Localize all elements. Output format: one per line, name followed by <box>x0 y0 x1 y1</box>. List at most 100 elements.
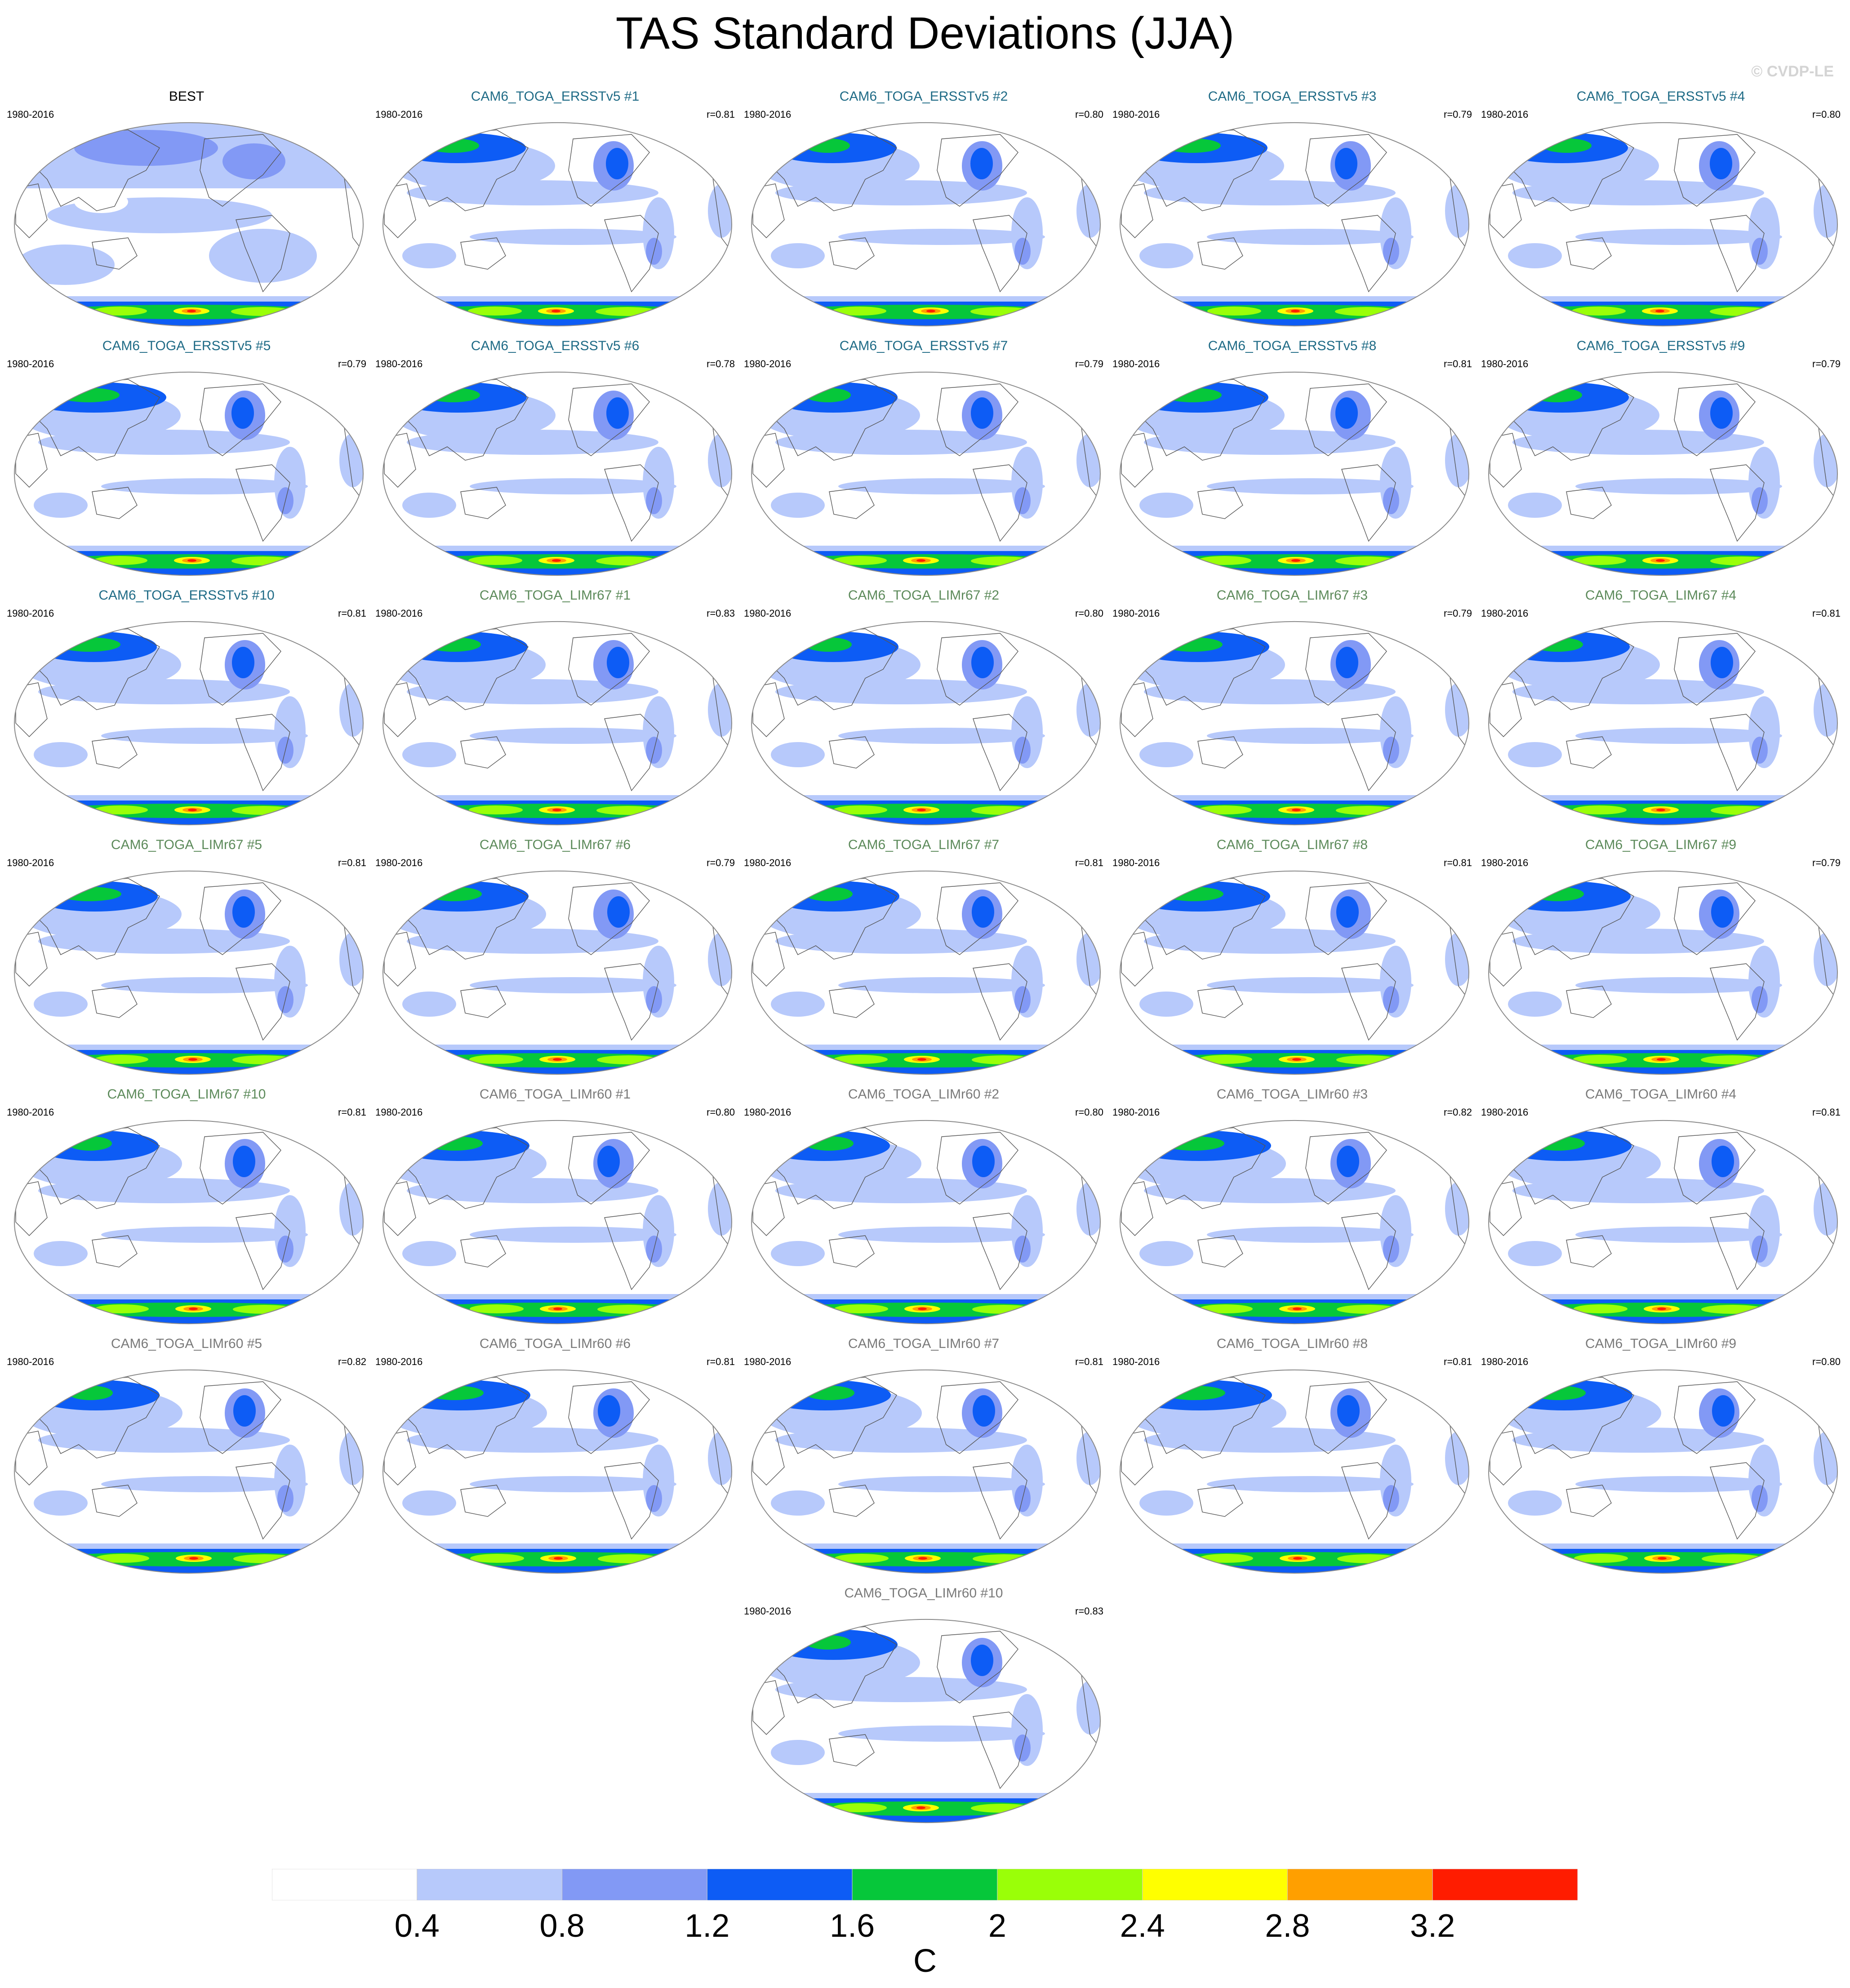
panel-title: CAM6_TOGA_LIMr67 #7 <box>848 837 1000 852</box>
tas-std-field <box>752 1619 1100 1823</box>
colorbar-tick-labels: 0.4 0.8 1.2 1.6 2 2.4 2.8 3.2 <box>0 1906 1850 1946</box>
panel-title: CAM6_TOGA_ERSSTv5 #9 <box>1576 338 1745 353</box>
tas-std-field <box>14 123 363 326</box>
panel-period: 1980-2016 <box>7 857 54 868</box>
panel-period: 1980-2016 <box>1112 1107 1160 1118</box>
panel-title: CAM6_TOGA_LIMr67 #8 <box>1216 837 1368 852</box>
map-panel: CAM6_TOGA_LIMr67 #2 1980-2016 r=0.80 <box>744 587 1103 829</box>
robinson-world-map <box>1488 621 1838 825</box>
panel-pattern-correlation: r=0.80 <box>1075 109 1103 120</box>
map-panel: CAM6_TOGA_LIMr60 #7 1980-2016 r=0.81 <box>744 1335 1103 1578</box>
robinson-world-map <box>751 122 1101 326</box>
tas-std-field <box>1489 871 1837 1074</box>
map-panel: CAM6_TOGA_ERSSTv5 #7 1980-2016 r=0.79 <box>744 337 1103 580</box>
panel-title: CAM6_TOGA_LIMr67 #3 <box>1216 588 1368 603</box>
colorbar-swatch <box>1432 1869 1578 1900</box>
panel-period: 1980-2016 <box>1112 358 1160 369</box>
map-panel: CAM6_TOGA_ERSSTv5 #5 1980-2016 r=0.79 <box>7 337 366 580</box>
panel-period: 1980-2016 <box>375 1107 423 1118</box>
tas-std-field <box>752 1370 1100 1573</box>
map-panel: CAM6_TOGA_LIMr60 #9 1980-2016 r=0.80 <box>1481 1335 1841 1578</box>
robinson-world-map <box>382 871 733 1075</box>
panel-period: 1980-2016 <box>744 358 792 369</box>
panel-pattern-correlation: r=0.81 <box>1075 1356 1103 1367</box>
panel-period: 1980-2016 <box>744 1356 792 1367</box>
robinson-world-map <box>1119 122 1470 326</box>
panel-pattern-correlation: r=0.79 <box>338 358 366 369</box>
robinson-world-map <box>1119 621 1470 825</box>
panel-title: CAM6_TOGA_ERSSTv5 #3 <box>1208 89 1377 104</box>
panel-pattern-correlation: r=0.79 <box>1812 358 1841 369</box>
panel-pattern-correlation: r=0.80 <box>1075 608 1103 619</box>
robinson-world-map <box>13 1370 364 1574</box>
panel-pattern-correlation: r=0.80 <box>1075 1107 1103 1118</box>
tas-std-field <box>383 622 732 825</box>
tas-std-field <box>752 871 1100 1074</box>
panel-period: 1980-2016 <box>1112 1356 1160 1367</box>
panel-title: CAM6_TOGA_LIMr67 #4 <box>1585 588 1737 603</box>
panel-period: 1980-2016 <box>1112 109 1160 120</box>
robinson-world-map <box>1488 871 1838 1075</box>
panel-title: CAM6_TOGA_ERSSTv5 #1 <box>471 89 640 104</box>
panel-pattern-correlation: r=0.81 <box>1444 358 1472 369</box>
panel-period: 1980-2016 <box>744 857 792 868</box>
tas-std-field <box>383 1121 732 1324</box>
map-panel: CAM6_TOGA_LIMr67 #10 1980-2016 r=0.81 <box>7 1085 366 1328</box>
panel-period: 1980-2016 <box>1481 109 1529 120</box>
colorbar-swatch <box>707 1869 853 1900</box>
robinson-world-map <box>1488 1370 1838 1574</box>
panel-title: CAM6_TOGA_LIMr67 #2 <box>848 588 1000 603</box>
colorbar-swatch <box>562 1869 707 1900</box>
map-panel: CAM6_TOGA_LIMr60 #2 1980-2016 r=0.80 <box>744 1085 1103 1328</box>
tas-std-field <box>1489 1121 1837 1324</box>
tas-std-field <box>383 123 732 326</box>
robinson-world-map <box>1119 871 1470 1075</box>
map-panel: CAM6_TOGA_LIMr60 #4 1980-2016 r=0.81 <box>1481 1085 1841 1328</box>
robinson-world-map <box>13 372 364 576</box>
panel-pattern-correlation: r=0.80 <box>1812 1356 1841 1367</box>
colorbar-tick-label: 1.6 <box>830 1908 875 1944</box>
tas-std-field <box>383 871 732 1074</box>
panel-pattern-correlation: r=0.81 <box>1812 1107 1841 1118</box>
panel-title: CAM6_TOGA_ERSSTv5 #5 <box>102 338 271 353</box>
panel-title: CAM6_TOGA_LIMr60 #8 <box>1216 1336 1368 1351</box>
panel-period: 1980-2016 <box>1481 608 1529 619</box>
colorbar-swatch <box>852 1869 998 1900</box>
panel-title: CAM6_TOGA_LIMr60 #5 <box>111 1336 262 1351</box>
panel-title: CAM6_TOGA_LIMr60 #3 <box>1216 1087 1368 1102</box>
robinson-world-map <box>751 1619 1101 1823</box>
page-title: TAS Standard Deviations (JJA) <box>615 8 1235 58</box>
tas-std-field <box>1489 1370 1837 1573</box>
colorbar-unit-label: C <box>913 1943 937 1979</box>
map-panel: CAM6_TOGA_ERSSTv5 #10 1980-2016 r=0.81 <box>7 587 366 829</box>
panel-period: 1980-2016 <box>7 608 54 619</box>
robinson-world-map <box>13 621 364 825</box>
tas-std-field <box>1489 123 1837 326</box>
panel-title: CAM6_TOGA_LIMr60 #9 <box>1585 1336 1737 1351</box>
map-panel: CAM6_TOGA_ERSSTv5 #1 1980-2016 r=0.81 <box>375 88 735 330</box>
robinson-world-map <box>1488 372 1838 576</box>
panel-title: CAM6_TOGA_ERSSTv5 #2 <box>839 89 1008 104</box>
panel-pattern-correlation: r=0.79 <box>1075 358 1103 369</box>
robinson-world-map <box>382 122 733 326</box>
map-panel: CAM6_TOGA_LIMr60 #1 1980-2016 r=0.80 <box>375 1085 735 1328</box>
panel-period: 1980-2016 <box>1481 1356 1529 1367</box>
robinson-world-map <box>382 372 733 576</box>
panel-title: CAM6_TOGA_ERSSTv5 #4 <box>1576 89 1745 104</box>
panel-pattern-correlation: r=0.81 <box>338 608 366 619</box>
panel-title: CAM6_TOGA_LIMr60 #1 <box>479 1087 631 1102</box>
map-panel: CAM6_TOGA_LIMr67 #7 1980-2016 r=0.81 <box>744 836 1103 1079</box>
map-panel-grid: BEST 1980-2016 CAM6_TOGA_ERSSTv5 #1 1980-20… <box>7 88 1841 1823</box>
map-panel: CAM6_TOGA_LIMr67 #6 1980-2016 r=0.79 <box>375 836 735 1079</box>
panel-pattern-correlation: r=0.81 <box>1444 1356 1472 1367</box>
panel-period: 1980-2016 <box>7 1107 54 1118</box>
panel-title: CAM6_TOGA_LIMr60 #2 <box>848 1087 1000 1102</box>
map-panel: CAM6_TOGA_ERSSTv5 #4 1980-2016 r=0.80 <box>1481 88 1841 330</box>
tas-std-field <box>14 1121 363 1324</box>
panel-period: 1980-2016 <box>1481 358 1529 369</box>
tas-std-field <box>1120 871 1469 1074</box>
colorbar-swatch <box>1142 1869 1288 1900</box>
tas-std-field <box>14 871 363 1074</box>
robinson-world-map <box>382 1120 733 1324</box>
map-panel: CAM6_TOGA_LIMr60 #6 1980-2016 r=0.81 <box>375 1335 735 1578</box>
